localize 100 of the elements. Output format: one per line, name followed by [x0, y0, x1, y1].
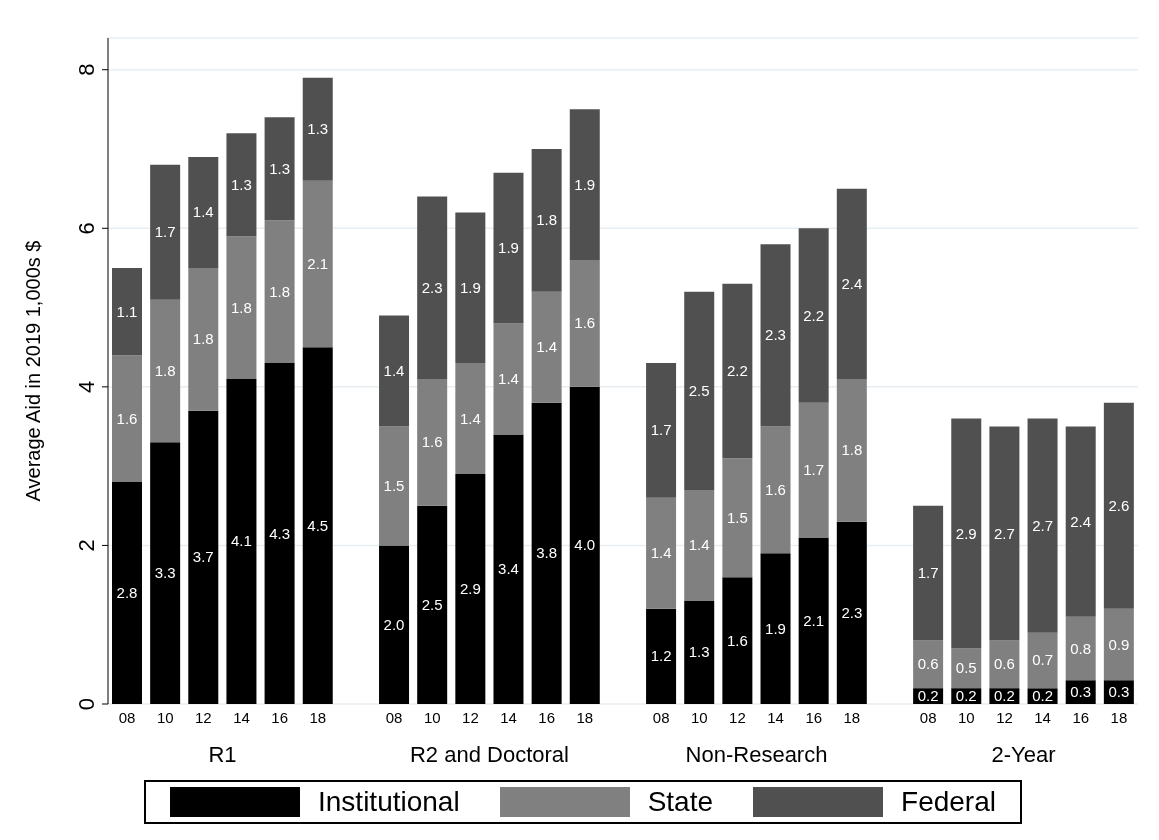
bar: [112, 482, 142, 704]
bar: [455, 474, 486, 704]
data-label: 1.4: [650, 544, 672, 562]
bar: [417, 196, 448, 379]
data-label: 1.4: [459, 409, 481, 427]
data-label: 2.7: [993, 524, 1015, 542]
data-label: 2.0: [383, 615, 405, 633]
data-label: 1.8: [192, 330, 214, 348]
data-label: 2.6: [1108, 496, 1130, 514]
bar: [264, 117, 295, 221]
data-label: 0.6: [993, 655, 1015, 673]
text: R2 and Doctoral: [409, 741, 569, 767]
x-tick-label: 12: [996, 708, 1013, 726]
y-tick-label: 0: [74, 697, 99, 711]
bar: [302, 180, 333, 348]
data-label: 1.8: [536, 211, 558, 229]
bar: [569, 260, 600, 387]
data-label: 1.5: [726, 508, 748, 526]
data-label: 2.2: [726, 362, 748, 379]
x-tick-label: 14: [1034, 708, 1051, 726]
bar: [798, 402, 829, 538]
bar: [913, 505, 944, 641]
text: 2-Year: [991, 741, 1056, 767]
data-label: 2.2: [803, 306, 825, 324]
bar: [760, 426, 791, 554]
bar: [188, 267, 219, 411]
x-tick-label: 16: [538, 708, 556, 726]
bar: [188, 410, 219, 704]
y-tick-label: 6: [74, 222, 99, 235]
data-label: 0.3: [1108, 683, 1130, 701]
text: R1: [208, 741, 237, 767]
bar: [150, 442, 181, 704]
x-tick-label: 16: [805, 708, 823, 726]
legend-label: Federal: [901, 786, 996, 818]
data-label: 1.1: [116, 302, 138, 320]
data-label: 3.8: [536, 544, 558, 562]
y-tick-label: 2: [74, 539, 99, 552]
data-label: 1.4: [192, 203, 214, 221]
bar: [760, 553, 791, 704]
y-tick-label: 4: [74, 380, 99, 393]
x-tick-label: 10: [156, 708, 174, 726]
bar: [1027, 418, 1058, 633]
data-label: 0.2: [917, 687, 939, 705]
data-label: 2.5: [688, 381, 710, 399]
bar: [1065, 616, 1096, 681]
y-axis-title: Average Aid in 2019 1,000s $: [22, 240, 45, 502]
bar: [684, 600, 715, 704]
data-label: 0.2: [955, 687, 977, 705]
data-label: 0.2: [993, 687, 1015, 705]
bar: [569, 109, 600, 260]
bar: [379, 315, 410, 427]
data-label: 4.3: [269, 524, 291, 542]
bar: [379, 545, 410, 704]
data-label: 2.7: [1032, 516, 1053, 534]
data-label: 2.1: [307, 254, 329, 272]
x-tick-label: 10: [957, 708, 975, 726]
data-label: 2.8: [116, 584, 138, 601]
bar: [112, 355, 142, 482]
x-tick-label: 18: [576, 708, 594, 726]
data-label: 1.9: [459, 278, 481, 296]
data-label: 2.3: [841, 603, 863, 621]
bar: [951, 648, 982, 689]
bar: [913, 640, 944, 689]
legend-label: State: [647, 786, 714, 818]
data-label: 2.4: [841, 274, 863, 292]
bar: [1103, 608, 1134, 681]
bar: [112, 267, 142, 356]
data-label: 1.9: [574, 175, 596, 193]
bar: [646, 363, 677, 498]
x-tick-label: 10: [423, 708, 441, 726]
data-label: 3.4: [498, 560, 519, 578]
data-label: 2.3: [765, 326, 786, 344]
bar: [798, 228, 829, 403]
bar: [760, 244, 791, 427]
y-tick-label: 8: [74, 63, 99, 76]
x-tick-label: 08: [385, 708, 403, 726]
data-label: 1.3: [269, 159, 291, 177]
data-label: 1.7: [917, 564, 939, 582]
data-label: 1.8: [269, 282, 291, 300]
bar: [569, 386, 600, 704]
bar: [722, 283, 753, 459]
data-label: 1.5: [383, 476, 405, 494]
bar: [150, 299, 181, 443]
bar: [722, 458, 753, 578]
bar: [836, 521, 867, 704]
data-label: 0.9: [1108, 635, 1130, 653]
bar: [836, 378, 867, 522]
bar: [646, 608, 677, 704]
data-label: 1.4: [536, 338, 558, 356]
bar: [989, 640, 1020, 689]
bar: [1103, 402, 1134, 609]
bar: [226, 378, 257, 704]
bar: [379, 426, 410, 546]
data-label: 1.7: [650, 421, 672, 439]
data-label: 2.9: [459, 580, 481, 598]
x-tick-label: 18: [1110, 708, 1128, 726]
data-label: 0.8: [1070, 639, 1092, 657]
bar: [531, 149, 562, 292]
bar: [493, 323, 524, 435]
bar: [798, 537, 829, 704]
